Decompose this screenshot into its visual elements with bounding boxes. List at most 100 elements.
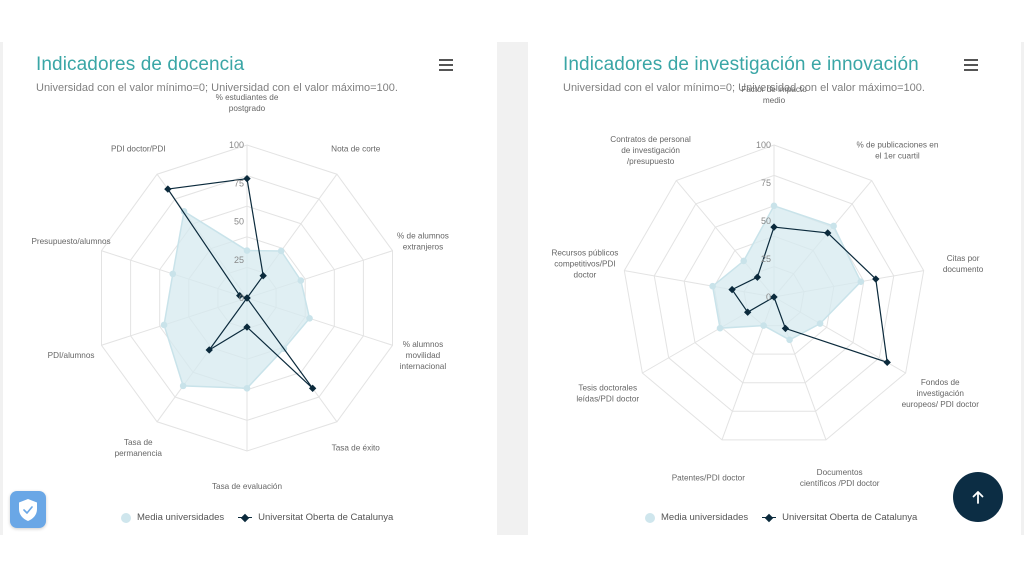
data-point-uoc[interactable] <box>728 285 736 294</box>
data-point-media[interactable] <box>740 257 748 265</box>
chart-title: Indicadores de docencia <box>36 54 245 75</box>
chart-menu-button[interactable] <box>962 56 980 74</box>
hamburger-menu-icon-bar <box>439 64 453 66</box>
axis-category-label: % de alumnos extranjeros <box>397 231 449 251</box>
legend-item-media[interactable]: Media universidades <box>645 512 748 523</box>
hamburger-menu-icon-bar <box>964 69 978 71</box>
axis-category-label: Documentos científicos /PDI doctor <box>800 468 880 488</box>
data-point-media[interactable] <box>830 222 837 230</box>
axis-category-label: Citas por documento <box>943 254 984 274</box>
data-point-media[interactable] <box>277 247 285 255</box>
data-point-uoc[interactable] <box>243 174 251 183</box>
radar-chart-investigacion[interactable]: 0 25 50 75 100 Factor de impacto medio % de pub… <box>528 42 1021 535</box>
data-point-uoc[interactable] <box>236 291 244 300</box>
axis-category-label: Patentes/PDI doctor <box>672 473 746 482</box>
axis-category-label: Contratos de personal de investigación/pr… <box>610 135 691 166</box>
scroll-to-top-button[interactable] <box>953 472 1003 522</box>
axis-tick-label: 50 <box>234 217 244 227</box>
legend-item-media[interactable]: Media universidades <box>121 512 224 523</box>
legend-dot-icon <box>121 512 131 523</box>
page-background-left <box>0 42 3 535</box>
data-point-media[interactable] <box>243 247 251 254</box>
data-point-uoc[interactable] <box>205 346 213 354</box>
series-area-media[interactable] <box>711 204 862 341</box>
data-point-media[interactable] <box>243 384 251 392</box>
shield-check-icon <box>19 498 37 521</box>
data-point-media[interactable] <box>297 277 305 284</box>
legend-dot-icon <box>645 512 655 523</box>
grid-ring <box>653 174 895 412</box>
axis-category-label: Tasa de evaluación <box>212 482 283 491</box>
data-point-uoc[interactable] <box>243 294 251 302</box>
chart-legend: Media universidades Universitat Oberta d… <box>645 512 917 523</box>
data-point-media[interactable] <box>760 322 767 329</box>
axis-category-label: PDI/alumnos <box>48 351 95 360</box>
axis-category-label: Recursos públicos competitivos/PDI doctor <box>551 249 618 280</box>
series-line-uoc[interactable] <box>731 226 888 364</box>
data-point-uoc[interactable] <box>308 384 317 393</box>
data-point-uoc[interactable] <box>164 185 172 193</box>
axis-category-label: % alumnos movilidad internacional <box>400 340 447 371</box>
hamburger-menu-icon <box>439 59 453 61</box>
data-point-media[interactable] <box>160 321 168 329</box>
data-point-media[interactable] <box>816 320 824 327</box>
axis-category-label: Tesis doctorales leídas/PDI doctor <box>576 384 639 404</box>
data-point-media[interactable] <box>306 315 313 322</box>
grid-ring <box>623 144 925 441</box>
radar-chart-docencia[interactable]: 0 25 50 75 100 % estudiantes de postgrado Nota … <box>3 42 497 535</box>
grid-ring <box>683 205 865 384</box>
legend-line-diamond-icon <box>238 513 253 523</box>
axis-tick-label: 75 <box>234 178 244 188</box>
data-point-uoc[interactable] <box>259 272 267 280</box>
legend-label: Universitat Oberta de Catalunya <box>782 512 918 523</box>
axis-tick-label: 100 <box>229 140 244 150</box>
axis-category-label: Tasa de éxito <box>332 444 381 453</box>
arrow-up-icon <box>972 491 984 504</box>
data-point-media[interactable] <box>169 270 177 278</box>
legend-item-uoc[interactable]: Universitat Oberta de Catalunya <box>762 512 917 523</box>
axis-category-label: Factor de impacto medio <box>741 85 807 105</box>
legend-item-uoc[interactable]: Universitat Oberta de Catalunya <box>238 512 393 523</box>
card-gutter <box>497 42 528 535</box>
axis-tick-label: 0 <box>239 293 244 303</box>
hamburger-menu-icon <box>964 59 978 61</box>
hamburger-menu-icon-bar <box>439 69 453 71</box>
data-point-media[interactable] <box>716 324 724 332</box>
legend-line-diamond-icon <box>762 513 777 523</box>
legend-label: Media universidades <box>137 512 225 523</box>
axis-tick-label: 75 <box>761 178 771 188</box>
chart-menu-button[interactable] <box>437 56 455 74</box>
axis-category-label: Tasa de permanencia <box>115 438 163 458</box>
legend-label: Universitat Oberta de Catalunya <box>258 512 394 523</box>
hamburger-menu-icon-bar <box>964 64 978 66</box>
data-point-uoc[interactable] <box>824 229 832 237</box>
axis-category-label: Fondos de investigación europeos/ PDI doct… <box>902 378 980 409</box>
axis-tick-label: 0 <box>766 292 771 302</box>
data-point-media[interactable] <box>770 202 778 210</box>
docencia-chart-card: Indicadores de docencia Universidad con … <box>3 42 497 535</box>
series-line-uoc[interactable] <box>166 177 314 389</box>
data-point-uoc[interactable] <box>781 324 790 333</box>
chart-subtitle: Universidad con el valor mínimo=0; Unive… <box>36 82 398 94</box>
data-point-uoc[interactable] <box>243 323 251 331</box>
data-point-media[interactable] <box>179 382 187 390</box>
privacy-settings-button[interactable] <box>10 491 46 528</box>
axis-category-label: % estudiantes de postgrado <box>216 93 279 113</box>
chart-subtitle: Universidad con el valor mínimo=0; Unive… <box>563 82 925 94</box>
axis-tick-label: 50 <box>761 216 771 226</box>
investigacion-chart-card: Indicadores de investigación e innovació… <box>528 42 1021 535</box>
axis-category-label: Nota de corte <box>331 144 381 153</box>
page-background-right <box>1021 42 1024 535</box>
data-point-uoc[interactable] <box>883 358 891 367</box>
legend-label: Media universidades <box>661 512 749 523</box>
axis-tick-label: 100 <box>756 140 771 150</box>
chart-legend: Media universidades Universitat Oberta d… <box>121 512 393 523</box>
series-area-media[interactable] <box>163 210 311 390</box>
axis-tick-label: 25 <box>761 254 771 264</box>
chart-title: Indicadores de investigación e innovació… <box>563 54 919 75</box>
data-point-media[interactable] <box>857 278 865 285</box>
data-point-uoc[interactable] <box>743 308 752 316</box>
data-point-media[interactable] <box>709 282 716 290</box>
data-point-media[interactable] <box>786 336 793 344</box>
